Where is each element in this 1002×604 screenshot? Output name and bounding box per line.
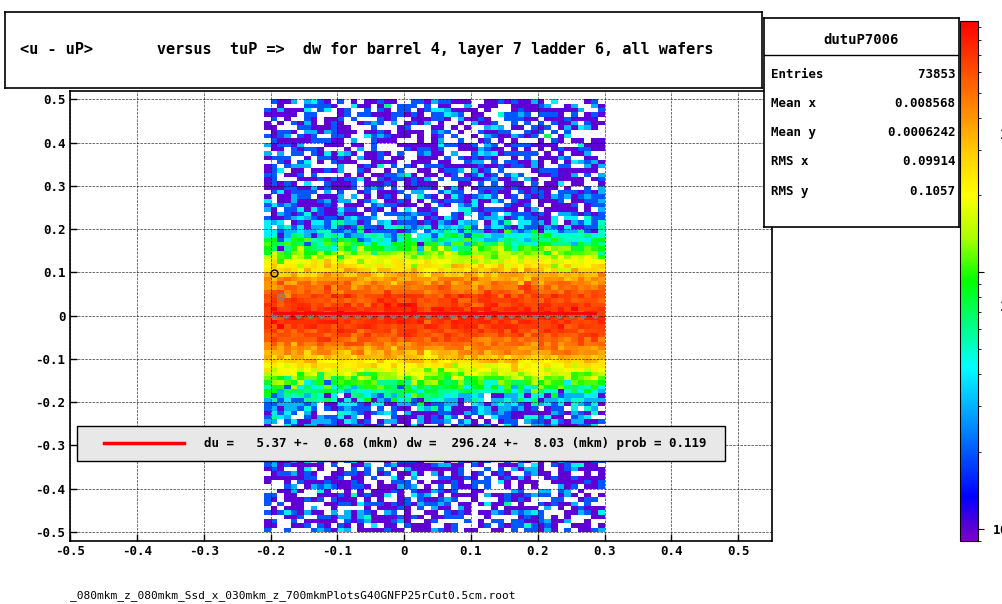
Text: 0.0006242: 0.0006242 [873, 126, 955, 140]
Text: 10: 10 [1000, 129, 1002, 143]
Text: 0.09914: 0.09914 [888, 155, 955, 169]
Text: 0.1057: 0.1057 [895, 185, 955, 198]
Text: <u - uP>       versus  tuP =>  dw for barrel 4, layer 7 ladder 6, all wafers: <u - uP> versus tuP => dw for barrel 4, … [20, 42, 713, 57]
FancyBboxPatch shape [77, 426, 724, 460]
Text: Entries: Entries [772, 68, 824, 81]
Text: RMS x: RMS x [772, 155, 809, 169]
Text: 10$^{-1}$: 10$^{-1}$ [992, 522, 1002, 539]
Text: 73853: 73853 [903, 68, 955, 81]
Text: Mean y: Mean y [772, 126, 817, 140]
Text: 1: 1 [1000, 300, 1002, 314]
Text: _080mkm_z_080mkm_Ssd_x_030mkm_z_700mkmPlotsG40GNFP25rCut0.5cm.root: _080mkm_z_080mkm_Ssd_x_030mkm_z_700mkmPl… [70, 590, 516, 601]
Text: dutuP7006: dutuP7006 [824, 33, 899, 47]
Text: RMS y: RMS y [772, 185, 809, 198]
Text: 0.008568: 0.008568 [880, 97, 955, 110]
Text: Mean x: Mean x [772, 97, 817, 110]
Text: du =   5.37 +-  0.68 (mkm) dw =  296.24 +-  8.03 (mkm) prob = 0.119: du = 5.37 +- 0.68 (mkm) dw = 296.24 +- 8… [203, 437, 706, 450]
